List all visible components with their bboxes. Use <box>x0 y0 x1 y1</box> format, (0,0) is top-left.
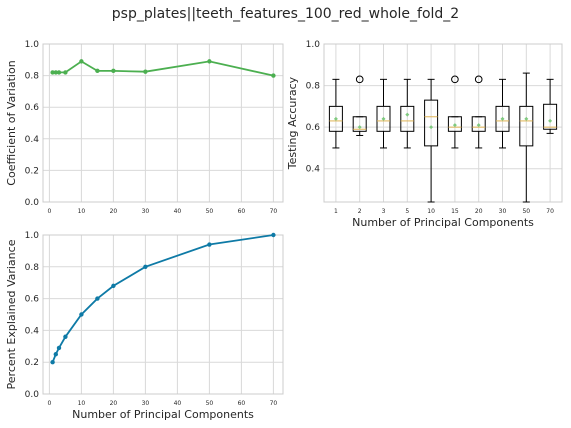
pev-ytick-label: 0.4 <box>25 326 40 336</box>
cv-ytick-label: 0.6 <box>25 103 40 113</box>
acc-mean-marker <box>500 116 505 121</box>
pev-xtick-label: 0 <box>47 400 51 407</box>
pev-point <box>53 352 58 357</box>
cv-ytick-label: 1.0 <box>25 40 40 50</box>
pev-ylabel: Percent Explained Variance <box>5 239 18 389</box>
pev-ytick-label: 0.2 <box>25 358 39 368</box>
acc-box <box>495 105 510 132</box>
cv-ylabel: Coefficient of Variation <box>5 60 18 185</box>
pev-series-line <box>51 234 274 363</box>
cv-xtick-label: 70 <box>270 208 278 215</box>
pev-xtick-label: 20 <box>110 400 118 407</box>
acc-mean-marker <box>429 125 434 130</box>
acc-xtick-label: 30 <box>499 208 507 215</box>
cv-ytick-label: 0.0 <box>25 198 40 208</box>
acc-xtick-label: 50 <box>522 208 530 215</box>
cv-point <box>143 69 148 74</box>
cv-point <box>56 70 62 75</box>
pev-frame <box>42 234 284 395</box>
pev-xtick-label: 70 <box>270 400 278 407</box>
pev-xtick-label: 10 <box>78 400 86 407</box>
acc-xtick-label: 2 <box>358 208 362 215</box>
cv-ytick-label: 0.2 <box>25 166 39 176</box>
pev-xtick-label: 50 <box>206 400 214 407</box>
acc-ytick-label: 0.8 <box>306 82 321 92</box>
acc-ytick-label: 0.4 <box>306 165 321 175</box>
cv-xtick-label: 40 <box>174 208 182 215</box>
pev-point <box>50 360 55 365</box>
acc-box <box>471 116 486 132</box>
acc-box <box>543 103 558 130</box>
cv-point <box>111 68 116 74</box>
acc-xtick-label: 3 <box>382 208 386 215</box>
pev-xtick-label: 60 <box>238 400 246 407</box>
pev-point <box>56 345 62 351</box>
pev-point <box>79 312 84 317</box>
acc-mean-marker <box>548 118 553 123</box>
pev-point <box>111 283 116 289</box>
cv-xtick-label: 20 <box>110 208 118 215</box>
acc-box <box>376 105 391 132</box>
cv-point <box>79 59 84 64</box>
pev-ytick-label: 1.0 <box>25 231 40 241</box>
figure-suptitle: psp_plates||teeth_features_100_red_whole… <box>111 6 460 22</box>
cv-point <box>63 70 68 75</box>
acc-mean-marker <box>357 125 362 130</box>
cv-frame <box>42 43 284 203</box>
pev-ytick-label: 0.0 <box>25 390 40 400</box>
pev-ytick-label: 0.6 <box>25 295 40 305</box>
pev-xtick-label: 40 <box>174 400 182 407</box>
cv-series-line <box>52 60 274 77</box>
acc-xtick-label: 10 <box>427 208 435 215</box>
acc-flier <box>474 75 483 84</box>
acc-xtick-label: 70 <box>546 208 554 215</box>
cv-xtick-label: 60 <box>238 208 246 215</box>
acc-frame <box>323 43 563 203</box>
acc-box <box>328 105 343 132</box>
acc-xtick-label: 15 <box>451 208 459 215</box>
acc-ylabel: Testing Accuracy <box>286 76 299 170</box>
acc-mean-marker <box>405 112 410 117</box>
cv-ytick-label: 0.8 <box>25 72 40 82</box>
cv-xtick-label: 10 <box>78 208 86 215</box>
pev-point <box>143 264 148 269</box>
pev-xlabel: Number of Principal Components <box>72 408 254 421</box>
cv-xtick-label: 50 <box>206 208 214 215</box>
pev-point <box>207 242 212 247</box>
acc-xlabel: Number of Principal Components <box>352 216 534 229</box>
acc-mean-marker <box>381 116 386 121</box>
pev-point <box>271 232 276 238</box>
cv-point <box>271 73 276 78</box>
acc-box <box>400 105 415 132</box>
acc-ytick-label: 0.6 <box>306 123 321 133</box>
acc-ytick-label: 1.0 <box>306 40 321 50</box>
pev-point <box>95 296 100 301</box>
acc-flier <box>451 75 459 84</box>
acc-mean-marker <box>524 116 529 121</box>
pev-ytick-label: 0.8 <box>25 263 40 273</box>
acc-box <box>519 105 534 147</box>
pev-xtick-label: 30 <box>142 400 150 407</box>
acc-mean-marker <box>333 116 338 121</box>
acc-mean-marker <box>452 123 457 128</box>
pev-point <box>63 334 68 339</box>
acc-mean-marker <box>476 123 481 128</box>
cv-point <box>53 70 58 75</box>
cv-ytick-label: 0.4 <box>25 135 40 145</box>
acc-box <box>424 99 439 147</box>
cv-point <box>95 68 100 74</box>
acc-xtick-label: 20 <box>475 208 483 215</box>
cv-point <box>207 59 212 64</box>
acc-xtick-label: 5 <box>405 208 409 215</box>
cv-xtick-label: 0 <box>47 208 51 215</box>
cv-point <box>50 70 55 75</box>
acc-xtick-label: 1 <box>334 208 338 215</box>
acc-box <box>447 116 462 132</box>
acc-flier <box>355 75 364 84</box>
cv-xtick-label: 30 <box>142 208 150 215</box>
acc-box <box>352 116 367 132</box>
